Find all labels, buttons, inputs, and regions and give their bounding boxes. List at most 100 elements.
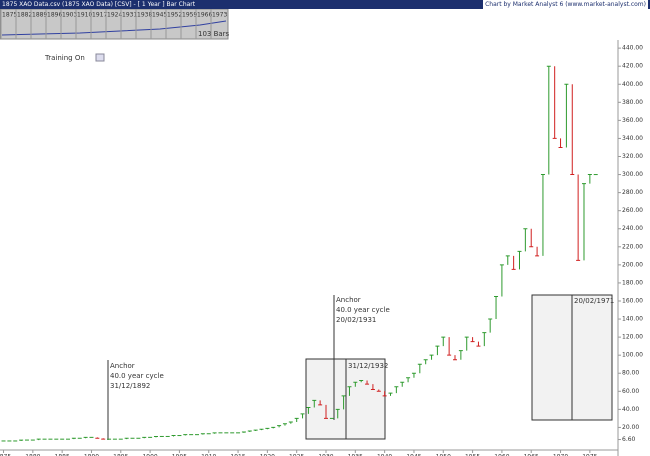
price-bar: [253, 429, 258, 432]
price-bar: [183, 434, 188, 436]
y-tick-label: 300.00: [622, 171, 643, 178]
overview-year: 1896: [47, 12, 62, 19]
y-tick-label: 20.00: [622, 424, 639, 431]
y-tick-label: 180.00: [622, 279, 643, 286]
y-tick-label: 280.00: [622, 189, 643, 196]
anchor-label: 40.0 year cycle: [110, 372, 164, 380]
y-tick-label: 360.00: [622, 117, 643, 124]
x-tick-label: 1975: [582, 454, 597, 456]
price-bar: [241, 431, 246, 433]
price-bar: [581, 183, 586, 261]
overview-year: 1973: [212, 12, 227, 19]
price-bar: [83, 436, 88, 439]
price-bar: [470, 337, 475, 343]
overview-bars: 103 Bars: [198, 30, 230, 38]
price-bar: [282, 423, 287, 426]
x-tick-label: 1905: [172, 454, 187, 456]
y-tick-label: 260.00: [622, 207, 643, 214]
price-bar: [535, 246, 540, 257]
x-tick-label: 1945: [406, 454, 421, 456]
x-tick-label: 1880: [25, 454, 40, 456]
price-bar: [294, 417, 299, 423]
x-tick-label: 1930: [318, 454, 333, 456]
price-bar: [376, 389, 381, 392]
price-bar: [411, 372, 416, 378]
price-bar: [300, 413, 305, 419]
y-tick-label: 340.00: [622, 135, 643, 142]
y-tick-label: 440.00: [622, 45, 643, 52]
price-bar: [324, 404, 329, 419]
y-tick-label: 40.00: [622, 406, 639, 413]
title-bar: 1875 XAO Data.csv (1875 XAO Data) [CSV] …: [0, 0, 650, 9]
price-bar: [429, 354, 434, 360]
price-bar: [558, 138, 563, 148]
y-tick-label: 6.60: [622, 436, 636, 443]
price-bar: [265, 427, 270, 430]
x-tick-label: 1890: [84, 454, 99, 456]
price-bar: [576, 174, 581, 261]
x-tick-label: 1925: [289, 454, 304, 456]
price-bar: [306, 407, 311, 414]
x-tick-label: 1920: [260, 454, 275, 456]
price-bar: [400, 381, 405, 387]
y-tick-label: 60.00: [622, 388, 639, 395]
x-tick-label: 1965: [524, 454, 539, 456]
y-tick-label: 100.00: [622, 352, 643, 359]
x-tick-label: 1875: [0, 454, 11, 456]
overview-year: 1938: [137, 12, 152, 19]
overview-year: 1966: [197, 12, 212, 19]
price-bar: [505, 255, 510, 265]
price-bar: [435, 345, 440, 356]
price-bar: [101, 438, 106, 440]
price-bar: [517, 250, 522, 270]
overview-year: 1889: [32, 12, 47, 19]
price-bar: [312, 399, 317, 408]
price-bar: [341, 395, 346, 410]
box-label: 20/02/1971: [574, 297, 614, 305]
x-tick-label: 1885: [55, 454, 70, 456]
x-tick-label: 1935: [348, 454, 363, 456]
price-bar: [370, 384, 375, 390]
price-bar: [552, 66, 557, 139]
price-bar: [447, 337, 452, 356]
price-bar: [124, 437, 129, 440]
price-bar: [476, 341, 481, 347]
price-bar: [95, 437, 100, 439]
x-tick-label: 1970: [553, 454, 568, 456]
price-bar: [212, 432, 217, 434]
price-bar: [452, 355, 457, 361]
price-bar: [153, 435, 158, 438]
price-bar: [388, 392, 393, 396]
y-tick-label: 120.00: [622, 334, 643, 341]
price-bar: [271, 426, 276, 429]
price-bar: [417, 363, 422, 374]
anchor-label: 20/02/1931: [336, 316, 376, 324]
y-tick-label: 380.00: [622, 99, 643, 106]
x-tick-label: 1915: [230, 454, 245, 456]
price-bar: [36, 438, 41, 441]
price-bar: [318, 400, 323, 406]
y-tick-label: 320.00: [622, 153, 643, 160]
x-tick-label: 1895: [113, 454, 128, 456]
anchor-label: Anchor: [336, 296, 361, 304]
x-tick-label: 1940: [377, 454, 392, 456]
overview-year: 1875: [2, 12, 17, 19]
anchor-label: Anchor: [110, 362, 135, 370]
y-tick-label: 400.00: [622, 81, 643, 88]
price-bar: [71, 437, 76, 440]
price-bar: [529, 228, 534, 248]
price-bar: [546, 65, 551, 175]
price-bar: [200, 433, 205, 435]
price-bar: [247, 430, 252, 432]
credit[interactable]: Chart by Market Analyst 6 (www.market-an…: [483, 0, 648, 9]
overview-year: 1931: [122, 12, 137, 19]
chart: 103 Bars Training On Anchor 40.0 year cy…: [0, 9, 643, 456]
training-button[interactable]: [95, 53, 105, 62]
price-bar: [494, 295, 499, 320]
price-bar: [19, 439, 24, 441]
price-bar: [423, 359, 428, 365]
price-bar: [499, 264, 504, 297]
training-label: Training On: [44, 54, 85, 62]
x-tick-label: 1955: [465, 454, 480, 456]
